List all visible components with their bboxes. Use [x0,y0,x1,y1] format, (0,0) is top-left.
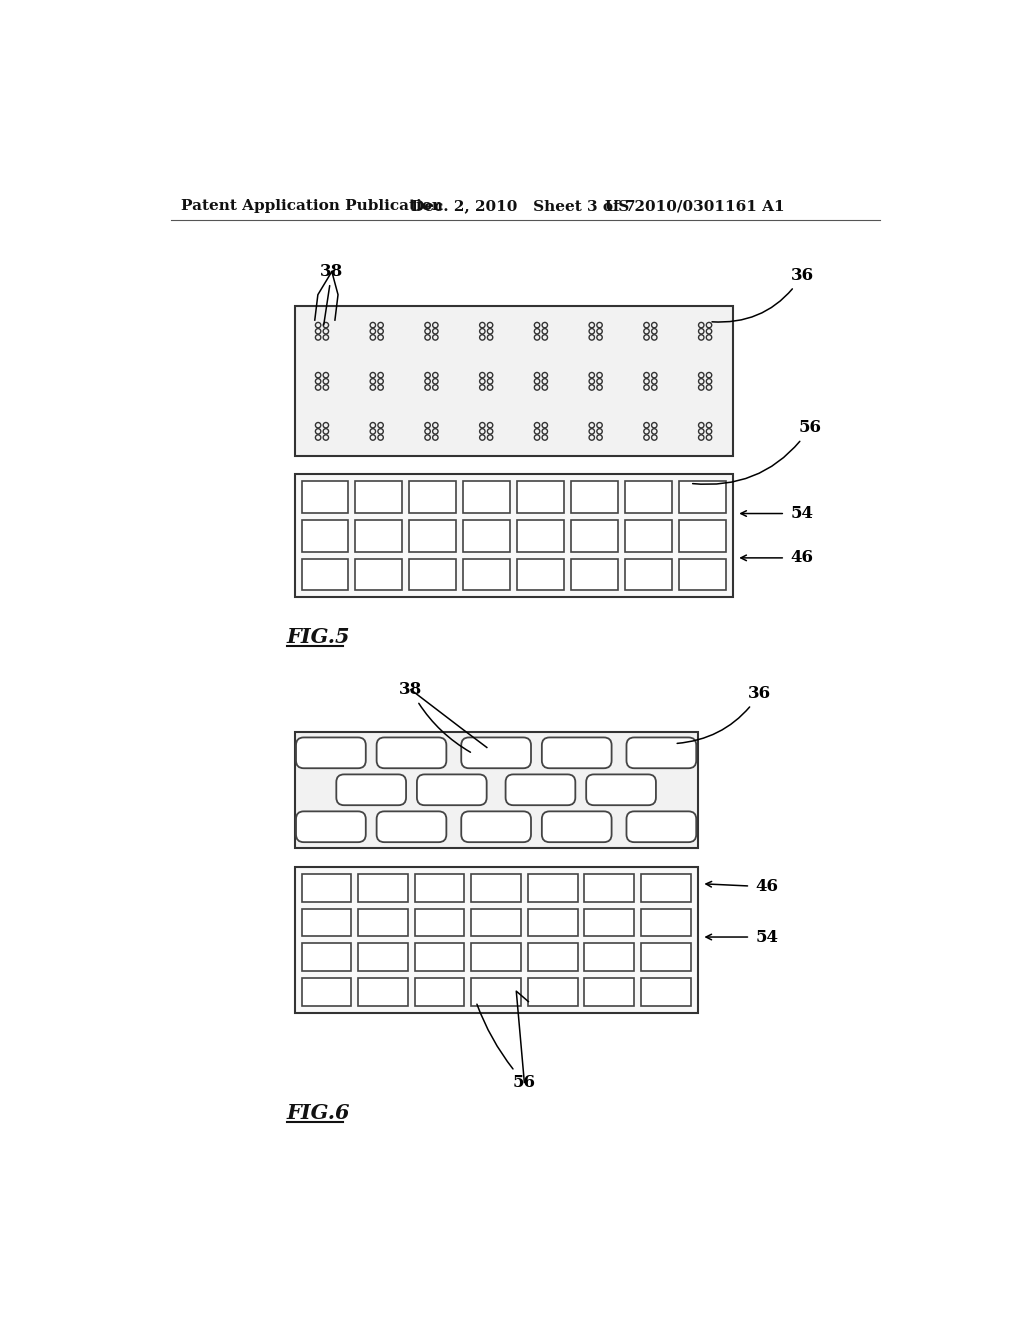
Bar [295,306,732,457]
Text: 56: 56 [477,1005,536,1090]
Bar [585,874,634,902]
Bar [358,978,408,1006]
Bar [528,908,578,936]
FancyBboxPatch shape [627,812,696,842]
FancyBboxPatch shape [542,812,611,842]
FancyBboxPatch shape [417,775,486,805]
FancyBboxPatch shape [377,812,446,842]
Bar [517,480,564,513]
Bar [302,874,351,902]
Text: FIG.5: FIG.5 [287,627,350,647]
Bar [463,558,510,590]
Bar [625,558,672,590]
Bar [641,874,690,902]
Bar [679,480,726,513]
Bar [410,480,457,513]
Bar [302,520,348,552]
FancyBboxPatch shape [461,812,531,842]
Bar [355,520,402,552]
FancyBboxPatch shape [542,738,611,768]
FancyBboxPatch shape [461,738,531,768]
Bar [358,874,408,902]
Bar [585,978,634,1006]
Text: US 2010/0301161 A1: US 2010/0301161 A1 [604,199,784,213]
Bar [302,908,351,936]
FancyBboxPatch shape [586,775,656,805]
Text: 46: 46 [791,549,814,566]
Bar [358,908,408,936]
Text: 56: 56 [692,420,821,484]
Bar [410,558,457,590]
Bar [463,520,510,552]
Bar [571,480,617,513]
Bar [302,480,348,513]
Bar [415,874,464,902]
Bar [517,558,564,590]
FancyBboxPatch shape [627,738,696,768]
Bar [571,558,617,590]
Bar [415,908,464,936]
Text: 54: 54 [756,928,778,945]
Bar [410,520,457,552]
FancyBboxPatch shape [296,738,366,768]
Bar [517,520,564,552]
Text: 54: 54 [791,506,814,521]
Bar [528,874,578,902]
Bar [295,867,697,1014]
Text: 36: 36 [712,267,814,322]
Bar [641,944,690,972]
Bar [415,944,464,972]
Text: 38: 38 [321,263,343,325]
Bar [471,874,521,902]
Bar [528,978,578,1006]
Text: Dec. 2, 2010   Sheet 3 of 7: Dec. 2, 2010 Sheet 3 of 7 [411,199,635,213]
Bar [355,480,402,513]
Bar [471,944,521,972]
Bar [471,908,521,936]
Bar [358,944,408,972]
Bar [355,558,402,590]
Text: 36: 36 [677,685,771,743]
Bar [302,944,351,972]
FancyBboxPatch shape [506,775,575,805]
Bar [528,944,578,972]
Bar [679,520,726,552]
Bar [302,558,348,590]
Bar [302,978,351,1006]
Bar [295,733,697,847]
Bar [625,480,672,513]
Bar [463,480,510,513]
Bar [625,520,672,552]
Bar [471,978,521,1006]
Bar [295,474,732,598]
Text: 46: 46 [756,878,778,895]
FancyBboxPatch shape [336,775,407,805]
Bar [415,978,464,1006]
Bar [641,978,690,1006]
Text: 38: 38 [399,681,470,752]
Bar [679,558,726,590]
Bar [585,908,634,936]
Bar [585,944,634,972]
Bar [571,520,617,552]
FancyBboxPatch shape [377,738,446,768]
Bar [641,908,690,936]
FancyBboxPatch shape [296,812,366,842]
Text: Patent Application Publication: Patent Application Publication [180,199,442,213]
Text: FIG.6: FIG.6 [287,1104,350,1123]
